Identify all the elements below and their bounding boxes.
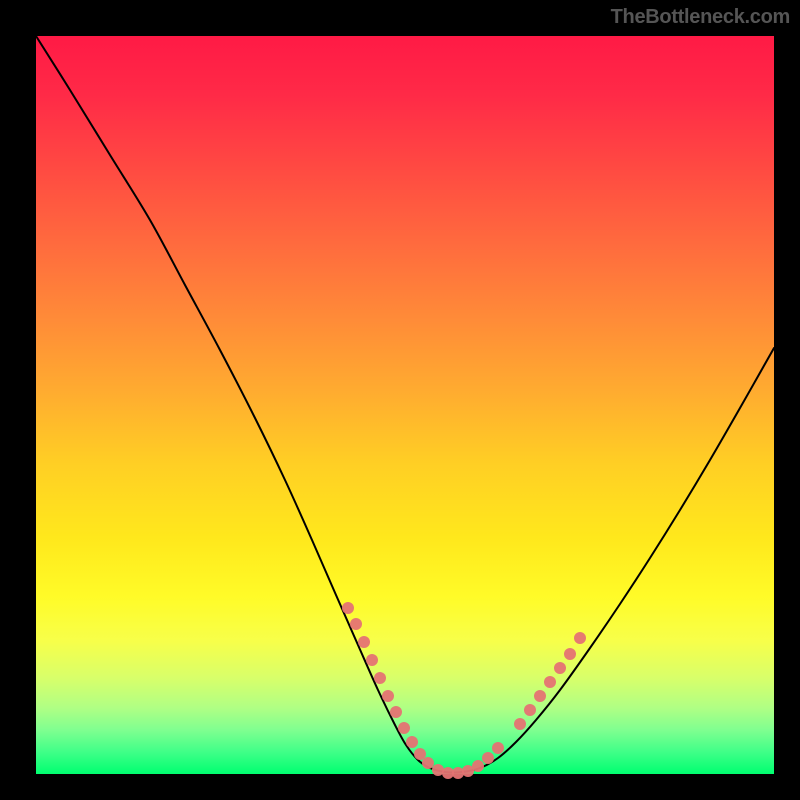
highlight-marker bbox=[534, 690, 546, 702]
highlight-marker bbox=[398, 722, 410, 734]
highlight-marker bbox=[564, 648, 576, 660]
highlight-marker bbox=[406, 736, 418, 748]
highlight-marker bbox=[514, 718, 526, 730]
highlight-marker bbox=[472, 760, 484, 772]
highlight-marker bbox=[342, 602, 354, 614]
highlight-marker bbox=[374, 672, 386, 684]
watermark-text: TheBottleneck.com bbox=[611, 6, 790, 29]
highlight-marker bbox=[544, 676, 556, 688]
chart-plot-bg bbox=[36, 36, 774, 774]
highlight-marker bbox=[554, 662, 566, 674]
highlight-marker bbox=[492, 742, 504, 754]
highlight-marker bbox=[358, 636, 370, 648]
highlight-marker bbox=[452, 767, 464, 779]
highlight-marker bbox=[382, 690, 394, 702]
highlight-marker bbox=[574, 632, 586, 644]
highlight-marker bbox=[350, 618, 362, 630]
highlight-marker bbox=[390, 706, 402, 718]
highlight-marker bbox=[366, 654, 378, 666]
bottleneck-chart bbox=[0, 0, 800, 800]
highlight-marker bbox=[482, 752, 494, 764]
highlight-marker bbox=[414, 748, 426, 760]
highlight-marker bbox=[422, 757, 434, 769]
highlight-marker bbox=[524, 704, 536, 716]
